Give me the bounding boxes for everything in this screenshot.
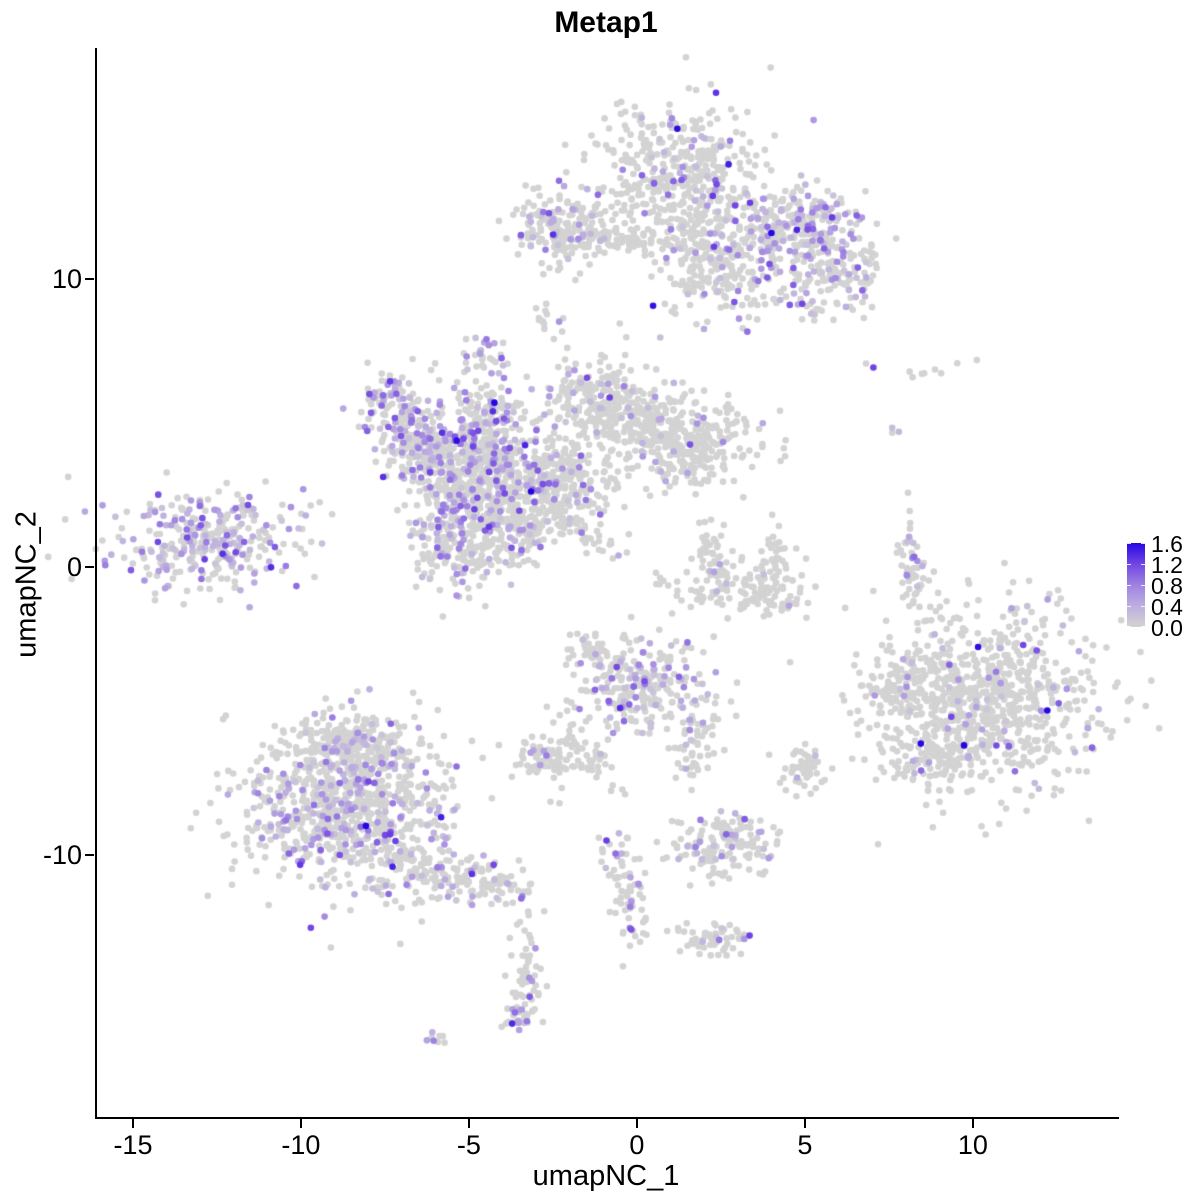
x-tick-mark <box>131 1119 134 1128</box>
x-tick-mark <box>971 1119 974 1128</box>
y-tick-label: 0 <box>66 551 82 582</box>
legend-tick-mark <box>1127 626 1131 627</box>
legend-gradient-bar <box>1127 543 1145 627</box>
legend-tick-mark <box>1127 606 1131 607</box>
x-tick-label: 5 <box>797 1130 813 1160</box>
legend-tick-label: 1.6 <box>1151 531 1183 557</box>
plot-title: Metap1 <box>554 6 658 39</box>
legend-tick-mark <box>1141 626 1145 627</box>
x-tick-mark <box>803 1119 806 1128</box>
y-tick-label: 10 <box>51 263 82 294</box>
legend-tick-mark <box>1141 606 1145 607</box>
x-tick-label: 10 <box>957 1130 988 1160</box>
legend-tick-mark <box>1127 585 1131 586</box>
legend-tick-mark <box>1141 585 1145 586</box>
x-tick-mark <box>467 1119 470 1128</box>
legend-tick-label: 0.4 <box>1151 594 1183 620</box>
plot-panel <box>95 48 1119 1119</box>
legend-tick-mark <box>1141 543 1145 544</box>
x-tick-label: -15 <box>113 1130 153 1160</box>
legend-tick-label: 0.0 <box>1151 615 1183 641</box>
legend-tick-label: 0.8 <box>1151 573 1183 599</box>
x-tick-mark <box>299 1119 302 1128</box>
x-tick-label: 0 <box>629 1130 645 1160</box>
x-tick-mark <box>635 1119 638 1128</box>
x-tick-label: -5 <box>456 1130 481 1160</box>
y-tick-mark <box>85 565 94 568</box>
legend-tick-mark <box>1141 564 1145 565</box>
legend-tick-mark <box>1127 543 1131 544</box>
x-axis-title: umapNC_1 <box>532 1160 680 1192</box>
x-tick-label: -10 <box>281 1130 321 1160</box>
y-tick-mark <box>85 277 94 280</box>
legend-tick-mark <box>1127 564 1131 565</box>
legend-tick-label: 1.2 <box>1151 552 1183 578</box>
y-axis-title: umapNC_2 <box>10 511 43 658</box>
y-tick-mark <box>85 853 94 856</box>
y-tick-label: -10 <box>42 839 82 870</box>
